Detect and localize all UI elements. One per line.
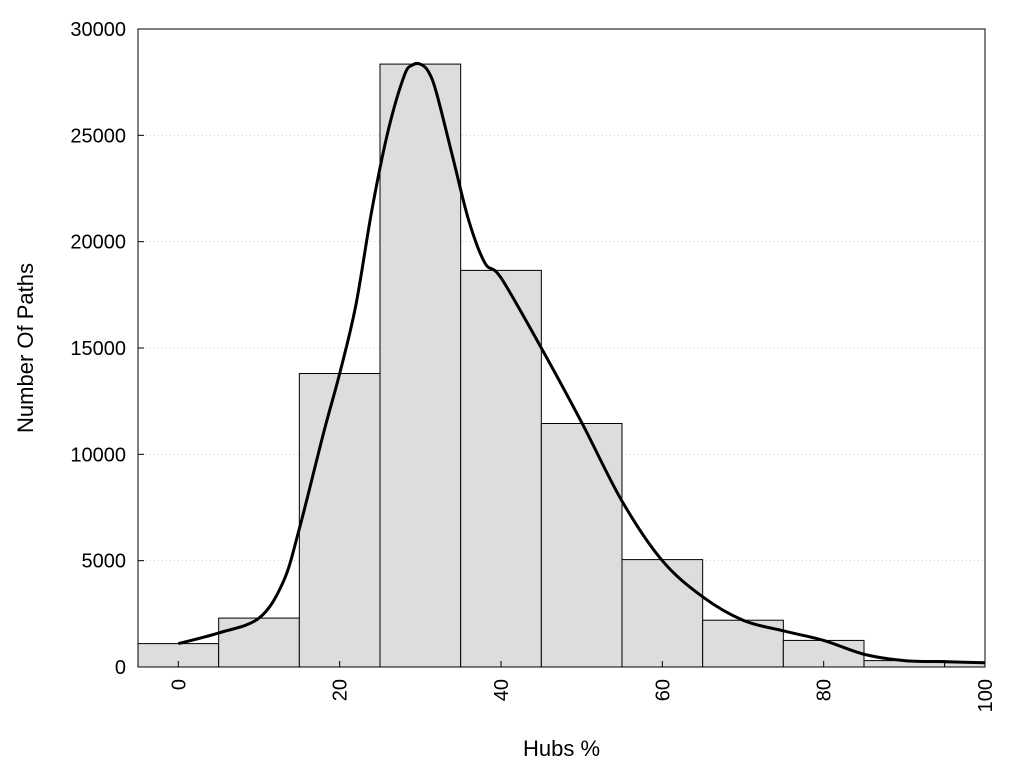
histogram-bar <box>621 559 704 668</box>
y-tick-label: 0 <box>115 657 126 679</box>
y-tick-label: 20000 <box>70 232 126 254</box>
x-tick-label: 60 <box>652 679 674 701</box>
y-tick-label: 5000 <box>82 551 127 573</box>
y-axis-label: Number Of Paths <box>13 263 38 433</box>
y-axis-ticks: 0 5000 10000 15000 20000 25000 30000 <box>70 19 144 679</box>
histogram-bar <box>379 63 462 668</box>
x-tick-label: 0 <box>168 679 190 690</box>
x-tick-label: 20 <box>330 679 352 701</box>
x-tick-label: 100 <box>975 679 997 712</box>
histogram-bar <box>460 269 542 668</box>
histogram-bar <box>298 373 381 668</box>
y-tick-label: 30000 <box>70 19 126 41</box>
y-tick-label: 25000 <box>70 125 126 147</box>
x-tick-label: 80 <box>814 679 836 701</box>
x-tick-label: 40 <box>491 679 513 701</box>
x-axis-ticks: 0 20 40 60 80 100 <box>168 661 997 712</box>
y-tick-label: 15000 <box>70 338 126 360</box>
density-curve <box>177 61 986 665</box>
histogram-bars <box>137 63 986 668</box>
histogram-bar <box>540 422 623 668</box>
histogram-bar <box>218 617 300 668</box>
x-axis-label: Hubs % <box>523 736 600 761</box>
y-tick-label: 10000 <box>70 444 126 466</box>
density-curve-layer <box>177 61 986 665</box>
